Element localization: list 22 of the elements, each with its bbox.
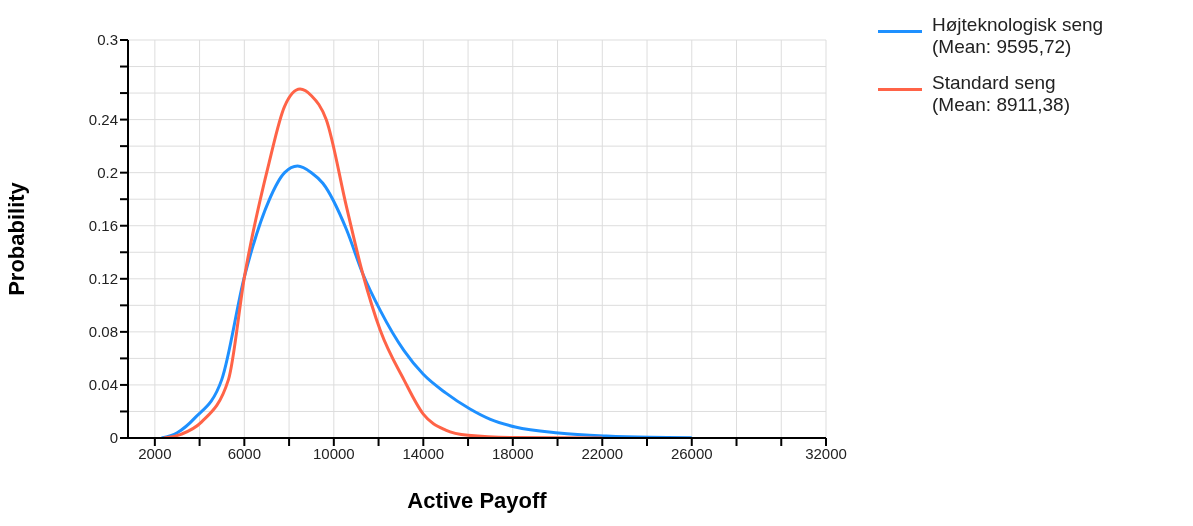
y-axis-title: Probability [3,181,29,296]
y-tick-label: 0.3 [97,31,118,49]
legend-label: Højteknologisk seng (Mean: 9595,72) [932,14,1104,58]
y-tick-label: 0.08 [88,323,118,341]
x-tick-label: 32000 [805,444,847,462]
x-tick-label: 6000 [227,444,262,462]
y-tick-label: 0.24 [88,110,118,128]
y-tick-label: 0.04 [88,376,118,394]
x-tick-label: 10000 [312,444,355,462]
x-tick-label: 14000 [402,444,445,462]
y-tick-label: 0.12 [88,270,118,288]
x-axis-title: Active Payoff [407,488,548,513]
x-tick-label: 2000 [138,444,172,462]
y-tick-label: 0.16 [88,217,118,235]
line-series [160,164,694,438]
x-tick-label: 26000 [670,444,713,462]
legend-label: Standard seng (Mean: 8911,38) [932,72,1071,116]
y-tick-label: 0 [109,429,118,447]
line-series [162,87,604,438]
x-tick-label: 18000 [491,444,534,462]
y-tick-label: 0.2 [97,163,118,181]
x-tick-label: 22000 [581,444,624,462]
